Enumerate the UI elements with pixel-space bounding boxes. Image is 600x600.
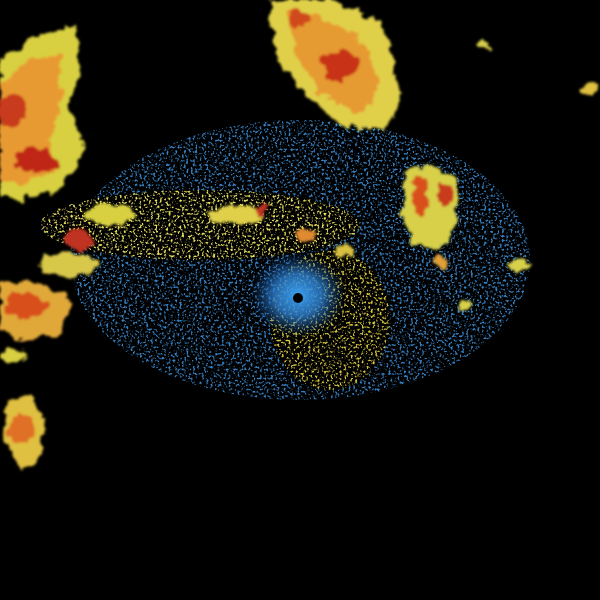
center-echo [250,253,346,337]
precip-cells [0,0,598,470]
